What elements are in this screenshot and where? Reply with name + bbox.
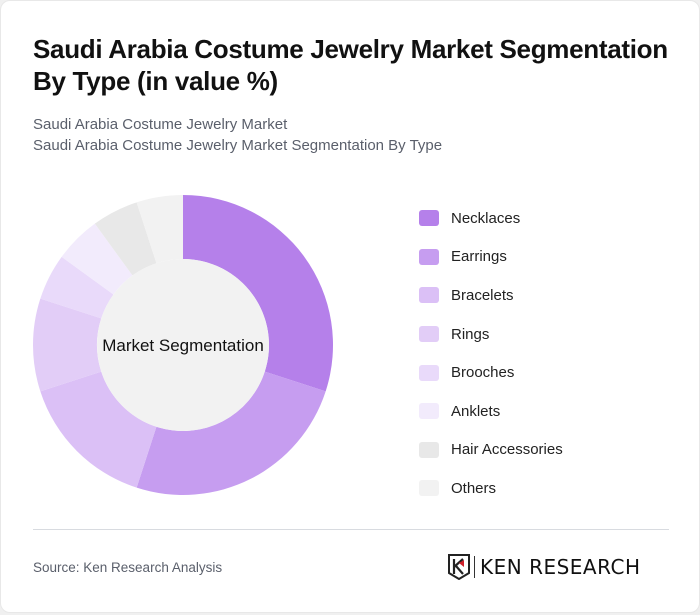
chart-title: Saudi Arabia Costume Jewelry Market Segm…: [33, 34, 668, 96]
legend-swatch: [419, 287, 439, 304]
legend-swatch: [419, 480, 439, 497]
donut-chart: Market Segmentation: [32, 195, 334, 495]
donut-center: [97, 259, 269, 431]
legend-item-brooches[interactable]: Brooches: [419, 353, 563, 392]
ken-research-shield-icon: [448, 554, 470, 580]
legend-swatch: [419, 210, 439, 227]
donut-center-label: Market Segmentation: [102, 336, 264, 355]
legend-item-earrings[interactable]: Earrings: [419, 238, 563, 277]
subtitle-segmentation: Saudi Arabia Costume Jewelry Market Segm…: [33, 137, 443, 154]
legend-item-others[interactable]: Others: [419, 469, 563, 508]
legend-label: Others: [451, 479, 497, 497]
slice-rings[interactable]: [32, 298, 102, 392]
slice-anklets[interactable]: [61, 223, 133, 295]
legend-item-rings[interactable]: Rings: [419, 315, 563, 354]
legend-label: Anklets: [451, 402, 501, 420]
slice-necklaces[interactable]: [183, 195, 334, 392]
legend-item-anklets[interactable]: Anklets: [419, 392, 563, 431]
slice-brooches[interactable]: [40, 256, 114, 319]
slice-hair-accessories[interactable]: [94, 202, 157, 276]
slice-others[interactable]: [136, 195, 183, 264]
ken-research-logo: KEN RESEARCH: [448, 554, 641, 580]
donut-slices: [32, 195, 334, 495]
legend-item-bracelets[interactable]: Bracelets: [419, 276, 563, 315]
chart-legend: Necklaces Earrings Bracelets Rings Brooches A…: [419, 199, 563, 508]
subtitle-market: Saudi Arabia Costume Jewelry Market: [33, 116, 288, 133]
legend-swatch: [419, 403, 439, 420]
legend-label: Necklaces: [451, 209, 521, 227]
legend-item-hair-accessories[interactable]: Hair Accessories: [419, 431, 563, 470]
legend-label: Rings: [451, 325, 490, 343]
legend-label: Bracelets: [451, 286, 514, 304]
chart-subtitle: Saudi Arabia Costume Jewelry Market Saud…: [33, 114, 442, 156]
logo-text: KEN RESEARCH: [480, 555, 641, 579]
slice-earrings[interactable]: [136, 371, 326, 495]
legend-swatch: [419, 248, 439, 265]
legend-swatch: [419, 326, 439, 343]
slice-bracelets[interactable]: [40, 371, 157, 488]
legend-swatch: [419, 441, 439, 458]
legend-label: Earrings: [451, 248, 507, 266]
footer-divider: [33, 529, 669, 530]
logo-separator: [474, 556, 475, 578]
source-note: Source: Ken Research Analysis: [33, 560, 223, 575]
legend-label: Brooches: [451, 364, 515, 382]
legend-item-necklaces[interactable]: Necklaces: [419, 199, 563, 238]
legend-swatch: [419, 364, 439, 381]
legend-label: Hair Accessories: [451, 441, 563, 459]
